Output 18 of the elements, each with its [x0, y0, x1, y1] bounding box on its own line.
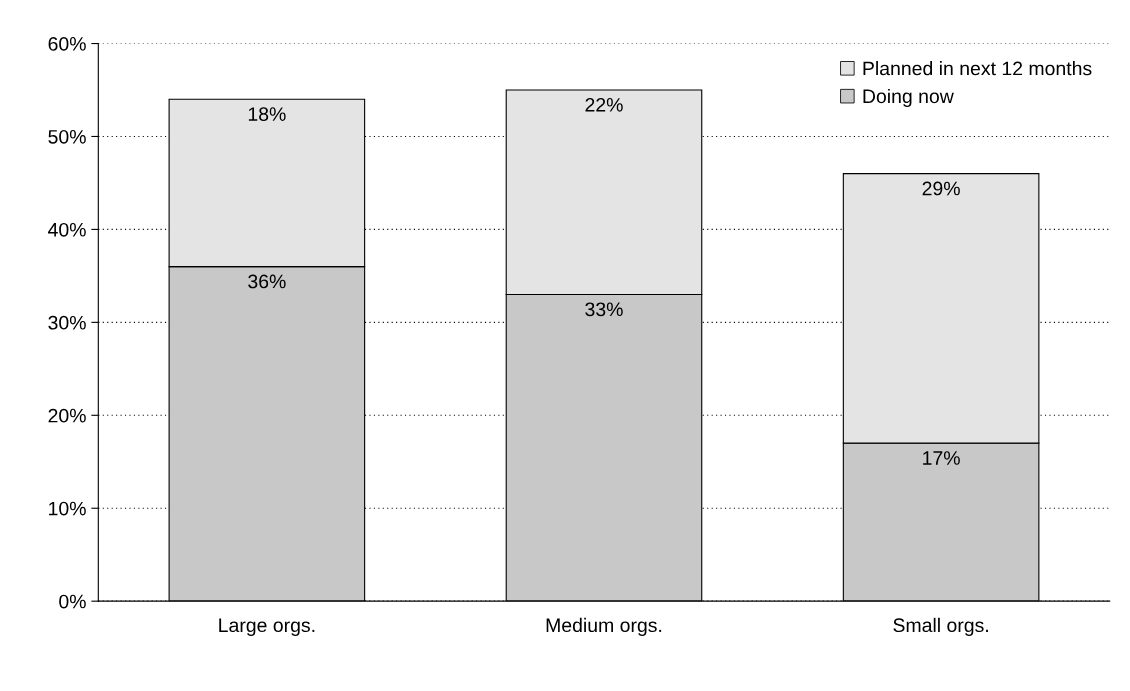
data-label: 17%: [923, 451, 960, 465]
data-label: 36%: [248, 274, 286, 289]
data-label: 18%: [248, 107, 286, 122]
y-tick-label: 60%: [48, 37, 86, 51]
y-tick-label: 30%: [48, 315, 86, 330]
y-tick-label: 0%: [59, 594, 86, 609]
data-label: 29%: [922, 181, 960, 196]
data-label: 22%: [585, 97, 623, 112]
x-tick-label: Large orgs.: [219, 618, 315, 636]
y-tick-label: 50%: [48, 129, 86, 144]
legend-label: Doing now: [863, 88, 954, 108]
y-tick-label: 40%: [48, 222, 86, 237]
y-tick-label: 10%: [49, 501, 86, 516]
data-label: 33%: [585, 302, 623, 317]
legend-label: Planned in next 12 months: [863, 61, 1092, 76]
x-tick-label: Medium orgs.: [546, 617, 662, 636]
y-tick-label: 20%: [48, 408, 86, 423]
x-tick-label: Small orgs.: [893, 617, 988, 636]
